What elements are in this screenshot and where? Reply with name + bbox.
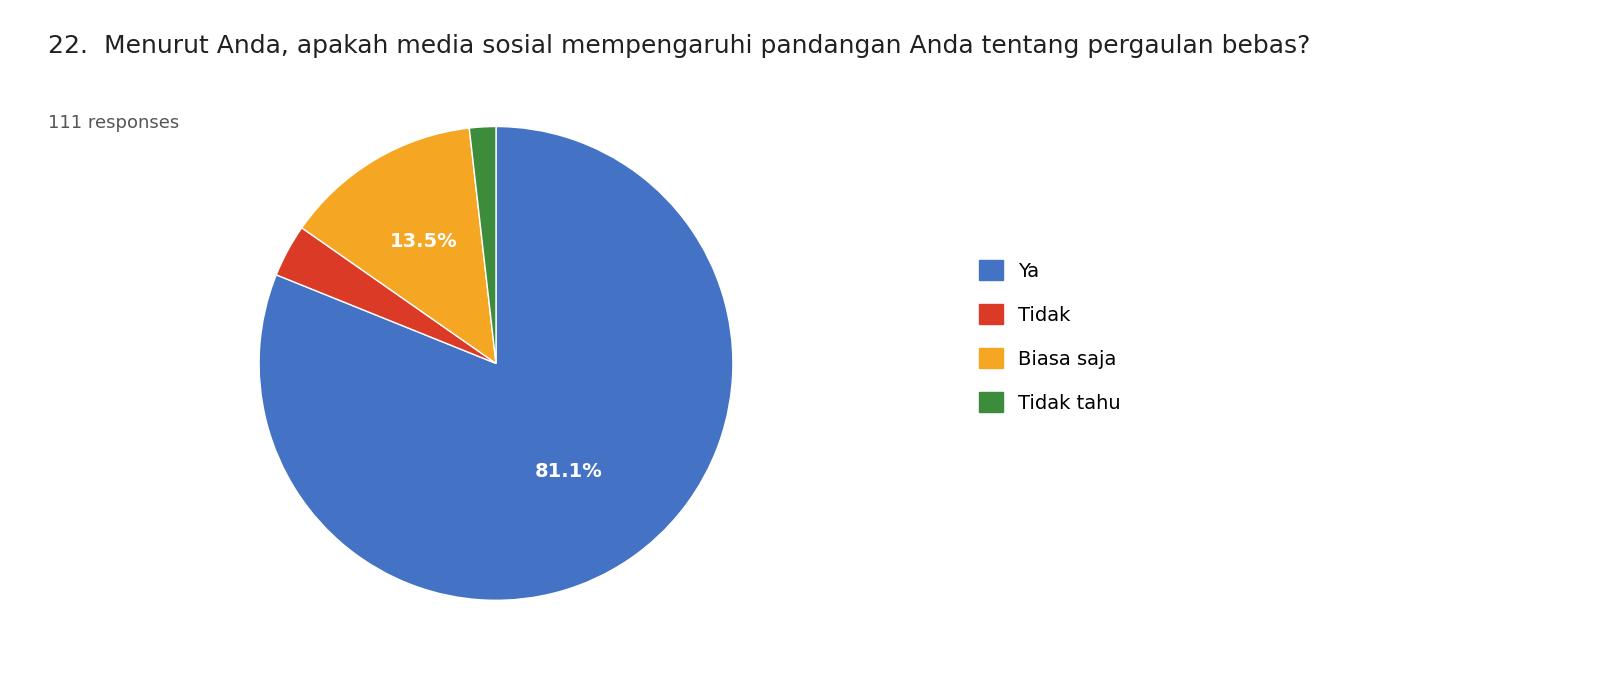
Text: 111 responses: 111 responses bbox=[48, 114, 179, 133]
Text: 13.5%: 13.5% bbox=[389, 232, 458, 251]
Text: 81.1%: 81.1% bbox=[534, 462, 603, 481]
Legend: Ya, Tidak, Biasa saja, Tidak tahu: Ya, Tidak, Biasa saja, Tidak tahu bbox=[970, 251, 1131, 422]
Wedge shape bbox=[259, 127, 733, 600]
Wedge shape bbox=[469, 127, 496, 363]
Wedge shape bbox=[277, 228, 496, 363]
Wedge shape bbox=[302, 128, 496, 363]
Text: 22.  Menurut Anda, apakah media sosial mempengaruhi pandangan Anda tentang perga: 22. Menurut Anda, apakah media sosial me… bbox=[48, 34, 1310, 58]
